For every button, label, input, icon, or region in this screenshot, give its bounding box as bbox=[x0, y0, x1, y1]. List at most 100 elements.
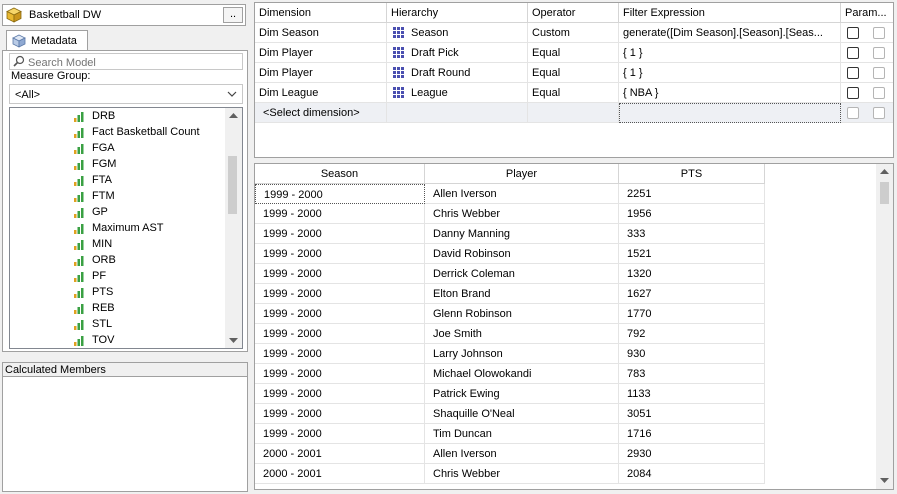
result-pts-cell[interactable]: 2930 bbox=[619, 444, 765, 464]
filter-expression-cell[interactable]: { 1 } bbox=[619, 63, 841, 83]
result-player-cell[interactable]: Glenn Robinson bbox=[425, 304, 619, 324]
filter-expression-cell[interactable]: generate([Dim Season].[Season].[Seas... bbox=[619, 23, 841, 43]
pane-splitter[interactable] bbox=[250, 0, 254, 494]
filter-expression-cell[interactable]: { NBA } bbox=[619, 83, 841, 103]
results-scrollbar[interactable] bbox=[876, 164, 893, 489]
parameter-checkbox[interactable] bbox=[847, 87, 859, 99]
results-column-header[interactable]: PTS bbox=[619, 164, 765, 184]
filter-operator-cell[interactable]: Equal bbox=[528, 63, 619, 83]
result-player-cell[interactable]: Derrick Coleman bbox=[425, 264, 619, 284]
result-player-cell[interactable]: Chris Webber bbox=[425, 204, 619, 224]
result-pts-cell[interactable]: 1770 bbox=[619, 304, 765, 324]
browse-cube-button[interactable]: .. bbox=[223, 7, 243, 23]
result-player-cell[interactable]: Allen Iverson bbox=[425, 444, 619, 464]
result-pts-cell[interactable]: 930 bbox=[619, 344, 765, 364]
parameter-secondary-checkbox[interactable] bbox=[873, 87, 885, 99]
result-season-cell[interactable]: 1999 - 2000 bbox=[255, 284, 425, 304]
result-pts-cell[interactable]: 2251 bbox=[619, 184, 765, 204]
scroll-down-arrow-icon[interactable] bbox=[879, 476, 890, 485]
new-filter-cell[interactable] bbox=[528, 103, 619, 123]
result-pts-cell[interactable]: 1320 bbox=[619, 264, 765, 284]
result-season-cell[interactable]: 2000 - 2001 bbox=[255, 464, 425, 484]
parameter-checkbox[interactable] bbox=[847, 47, 859, 59]
parameter-secondary-checkbox[interactable] bbox=[873, 107, 885, 119]
result-season-cell[interactable]: 1999 - 2000 bbox=[255, 404, 425, 424]
result-pts-cell[interactable]: 2084 bbox=[619, 464, 765, 484]
result-season-cell[interactable]: 1999 - 2000 bbox=[255, 184, 425, 204]
filter-column-header[interactable]: Dimension bbox=[255, 3, 387, 23]
tree-scrollbar[interactable] bbox=[225, 108, 242, 348]
result-pts-cell[interactable]: 1521 bbox=[619, 244, 765, 264]
scroll-up-arrow-icon[interactable] bbox=[228, 111, 239, 120]
parameter-checkbox[interactable] bbox=[847, 67, 859, 79]
result-player-cell[interactable]: Elton Brand bbox=[425, 284, 619, 304]
search-box[interactable] bbox=[9, 53, 243, 70]
filter-dimension-cell[interactable]: Dim League bbox=[255, 83, 387, 103]
result-pts-cell[interactable]: 3051 bbox=[619, 404, 765, 424]
result-player-cell[interactable]: Allen Iverson bbox=[425, 184, 619, 204]
results-column-header[interactable]: Season bbox=[255, 164, 425, 184]
search-input[interactable] bbox=[28, 54, 238, 69]
results-column-header[interactable]: Player bbox=[425, 164, 619, 184]
filter-expression-cell[interactable]: { 1 } bbox=[619, 43, 841, 63]
filter-operator-cell[interactable]: Custom bbox=[528, 23, 619, 43]
measure-group-dropdown[interactable]: <All> bbox=[9, 84, 243, 104]
result-season-cell[interactable]: 1999 - 2000 bbox=[255, 204, 425, 224]
filter-operator-cell[interactable]: Equal bbox=[528, 83, 619, 103]
scroll-down-arrow-icon[interactable] bbox=[228, 336, 239, 345]
filter-hierarchy-cell[interactable]: Season bbox=[387, 23, 528, 43]
filter-hierarchy-cell[interactable]: Draft Round bbox=[387, 63, 528, 83]
filter-column-header[interactable]: Param... bbox=[841, 3, 893, 23]
scroll-up-arrow-icon[interactable] bbox=[879, 167, 890, 176]
result-player-cell[interactable]: David Robinson bbox=[425, 244, 619, 264]
result-season-cell[interactable]: 1999 - 2000 bbox=[255, 304, 425, 324]
new-filter-expression-cell[interactable] bbox=[619, 103, 841, 123]
result-season-cell[interactable]: 2000 - 2001 bbox=[255, 444, 425, 464]
parameter-checkbox[interactable] bbox=[847, 27, 859, 39]
result-player-cell[interactable]: Joe Smith bbox=[425, 324, 619, 344]
result-pts-cell[interactable]: 1133 bbox=[619, 384, 765, 404]
filter-operator-cell[interactable]: Equal bbox=[528, 43, 619, 63]
result-player-cell[interactable]: Tim Duncan bbox=[425, 424, 619, 444]
filter-hierarchy-cell[interactable]: Draft Pick bbox=[387, 43, 528, 63]
result-season-cell[interactable]: 1999 - 2000 bbox=[255, 424, 425, 444]
filter-hierarchy-cell[interactable]: League bbox=[387, 83, 528, 103]
calculated-members-panel: Calculated Members bbox=[2, 362, 248, 492]
filter-column-header[interactable]: Filter Expression bbox=[619, 3, 841, 23]
result-player-cell[interactable]: Chris Webber bbox=[425, 464, 619, 484]
parameter-checkbox[interactable] bbox=[847, 107, 859, 119]
result-pts-cell[interactable]: 1956 bbox=[619, 204, 765, 224]
result-player-cell[interactable]: Shaquille O'Neal bbox=[425, 404, 619, 424]
filter-column-header[interactable]: Operator bbox=[528, 3, 619, 23]
filter-dimension-cell[interactable]: Dim Season bbox=[255, 23, 387, 43]
filter-dimension-cell[interactable]: Dim Player bbox=[255, 63, 387, 83]
result-pts-cell[interactable]: 1627 bbox=[619, 284, 765, 304]
result-player-cell[interactable]: Danny Manning bbox=[425, 224, 619, 244]
result-pts-cell[interactable]: 1716 bbox=[619, 424, 765, 444]
result-pts-cell[interactable]: 783 bbox=[619, 364, 765, 384]
result-season-cell[interactable]: 1999 - 2000 bbox=[255, 384, 425, 404]
new-filter-cell[interactable] bbox=[387, 103, 528, 123]
result-player-cell[interactable]: Larry Johnson bbox=[425, 344, 619, 364]
cube-selector[interactable]: Basketball DW .. bbox=[2, 4, 246, 26]
tree-scroll-thumb[interactable] bbox=[228, 156, 237, 214]
result-player-cell[interactable]: Patrick Ewing bbox=[425, 384, 619, 404]
result-pts-cell[interactable]: 792 bbox=[619, 324, 765, 344]
parameter-secondary-checkbox[interactable] bbox=[873, 27, 885, 39]
result-pts-cell[interactable]: 333 bbox=[619, 224, 765, 244]
result-season-cell[interactable]: 1999 - 2000 bbox=[255, 344, 425, 364]
result-season-cell[interactable]: 1999 - 2000 bbox=[255, 324, 425, 344]
result-season-cell[interactable]: 1999 - 2000 bbox=[255, 244, 425, 264]
result-season-cell[interactable]: 1999 - 2000 bbox=[255, 224, 425, 244]
filter-dimension-cell[interactable]: Dim Player bbox=[255, 43, 387, 63]
result-player-cell[interactable]: Michael Olowokandi bbox=[425, 364, 619, 384]
new-filter-parameters-cell[interactable] bbox=[841, 103, 893, 123]
result-season-cell[interactable]: 1999 - 2000 bbox=[255, 364, 425, 384]
results-scroll-thumb[interactable] bbox=[880, 182, 889, 204]
parameter-secondary-checkbox[interactable] bbox=[873, 67, 885, 79]
tab-metadata[interactable]: Metadata bbox=[6, 30, 88, 50]
result-season-cell[interactable]: 1999 - 2000 bbox=[255, 264, 425, 284]
select-dimension-cell[interactable]: <Select dimension> bbox=[255, 103, 387, 123]
parameter-secondary-checkbox[interactable] bbox=[873, 47, 885, 59]
filter-column-header[interactable]: Hierarchy bbox=[387, 3, 528, 23]
